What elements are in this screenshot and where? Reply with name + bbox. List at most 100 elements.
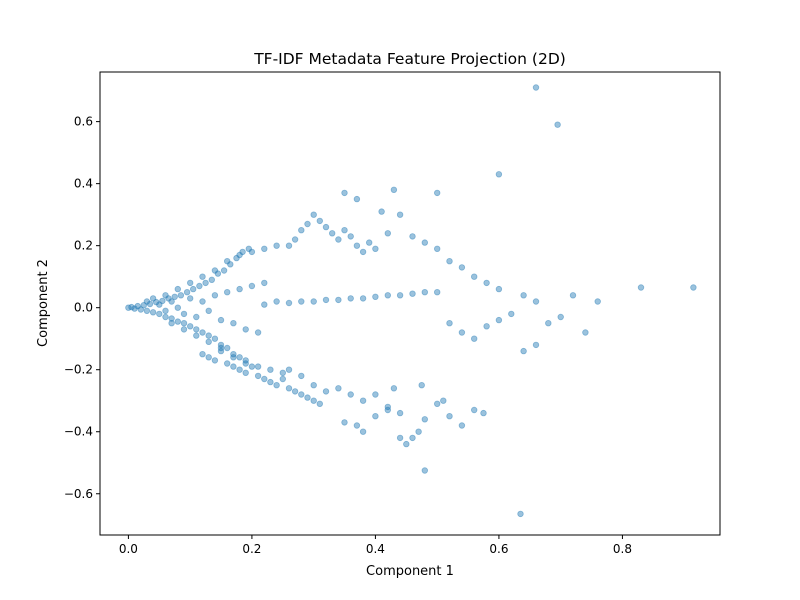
scatter-point (335, 236, 342, 243)
scatter-point (242, 369, 249, 376)
scatter-point (285, 366, 293, 373)
scatter-point (174, 304, 181, 311)
scatter-point (359, 397, 367, 404)
scatter-point (186, 279, 194, 287)
scatter-point (186, 295, 194, 302)
scatter-point (223, 360, 231, 367)
scatter-point (329, 230, 336, 237)
scatter-point (372, 293, 379, 300)
scatter-point (156, 310, 163, 318)
scatter-point (162, 313, 169, 321)
scatter-point (165, 295, 172, 302)
scatter-point (220, 267, 228, 274)
x-tick-label: 0.2 (242, 542, 261, 556)
scatter-point (421, 416, 428, 423)
scatter-point (125, 304, 132, 311)
scatter-point (458, 264, 466, 271)
scatter-point (446, 413, 453, 420)
scatter-point (211, 357, 219, 364)
scatter-point (199, 273, 206, 280)
scatter-point (285, 385, 293, 392)
y-tick-label: 0.2 (74, 239, 93, 253)
scatter-point (168, 320, 175, 327)
scatter-point (171, 293, 178, 300)
scatter-point (152, 298, 160, 306)
scatter-point (554, 121, 561, 128)
scatter-point (242, 360, 249, 367)
scatter-point (180, 310, 188, 318)
scatter-point (359, 248, 367, 256)
scatter-point (335, 296, 342, 304)
scatter-point (205, 307, 212, 314)
scatter-point (227, 261, 234, 268)
scatter-point (202, 279, 209, 287)
scatter-point (298, 372, 305, 380)
scatter-point (189, 285, 197, 293)
scatter-point (316, 217, 323, 225)
scatter-point (390, 186, 398, 193)
scatter-point (211, 292, 219, 299)
scatter-point (140, 302, 147, 309)
x-axis-label: Component 1 (366, 564, 454, 579)
scatter-point (273, 242, 280, 249)
scatter-point (298, 298, 305, 305)
scatter-point (211, 335, 219, 342)
scatter-point (384, 403, 391, 411)
scatter-point (230, 363, 237, 370)
scatter-point (248, 282, 256, 290)
scatter-point (359, 295, 367, 302)
scatter-point (403, 440, 410, 448)
scatter-point (223, 344, 231, 352)
scatter-point (159, 297, 166, 305)
scatter-point (298, 391, 305, 398)
scatter-point (690, 284, 697, 291)
scatter-point (205, 332, 212, 339)
scatter-point (131, 305, 138, 312)
scatter-point (233, 254, 240, 262)
scatter-point (242, 357, 249, 364)
scatter-point (446, 258, 453, 265)
scatter-point (285, 242, 293, 249)
scatter-point (261, 301, 268, 308)
scatter-point (193, 326, 200, 333)
scatter-point (177, 292, 185, 299)
scatter-point (143, 298, 151, 305)
scatter-point (199, 329, 206, 336)
y-axis-ticks: −0.6 −0.4 −0.2 0.0 0.2 0.4 0.6 (64, 115, 100, 501)
scatter-point (532, 341, 540, 349)
scatter-point (310, 382, 317, 389)
scatter-point (384, 406, 391, 414)
scatter-point (471, 273, 478, 280)
scatter-point (517, 510, 524, 518)
scatter-point (446, 320, 453, 327)
scatter-point (261, 375, 268, 383)
x-tick-label: 0.8 (613, 542, 632, 556)
x-tick-label: 0.4 (366, 542, 385, 556)
scatter-point (341, 419, 348, 426)
scatter-point (372, 245, 379, 252)
scatter-point (520, 347, 527, 355)
scatter-point (310, 211, 317, 218)
scatter-point (180, 326, 188, 333)
y-axis-label: Component 2 (36, 259, 51, 347)
scatter-point (168, 315, 175, 322)
scatter-point (273, 298, 280, 305)
scatter-point (480, 409, 487, 417)
points-layer (125, 84, 697, 518)
scatter-point (390, 385, 398, 392)
scatter-point (242, 326, 249, 333)
scatter-point (180, 320, 188, 327)
scatter-point (421, 289, 428, 296)
scatter-point (372, 413, 379, 420)
y-tick-label: 0.6 (74, 115, 93, 129)
scatter-point (421, 467, 428, 474)
scatter-point (384, 230, 391, 237)
scatter-point (285, 299, 293, 307)
scatter-point (149, 309, 157, 316)
scatter-point (143, 307, 151, 314)
scatter-point (196, 282, 203, 290)
scatter-point (236, 366, 243, 373)
scatter-point (137, 306, 144, 313)
scatter-point (434, 400, 441, 407)
